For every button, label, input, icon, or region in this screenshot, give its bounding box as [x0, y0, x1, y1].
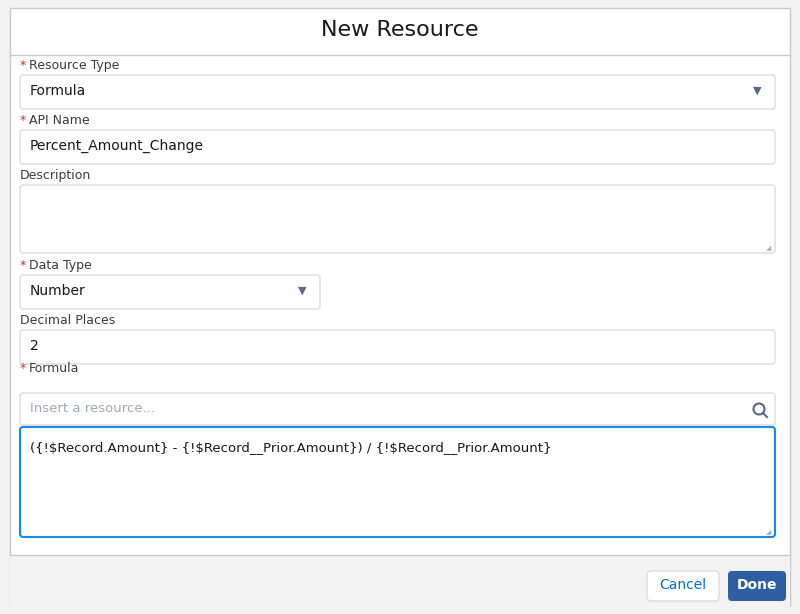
- FancyBboxPatch shape: [20, 330, 775, 364]
- FancyBboxPatch shape: [647, 571, 719, 601]
- FancyBboxPatch shape: [20, 275, 320, 309]
- Text: ({!$Record.Amount} - {!$Record__Prior.Amount}) / {!$Record__Prior.Amount}: ({!$Record.Amount} - {!$Record__Prior.Am…: [30, 441, 551, 454]
- Bar: [10, 555, 790, 614]
- Text: Done: Done: [737, 578, 778, 592]
- Text: API Name: API Name: [29, 114, 90, 127]
- Text: Insert a resource...: Insert a resource...: [30, 402, 155, 414]
- Text: Formula: Formula: [30, 84, 86, 98]
- Text: Number: Number: [30, 284, 86, 298]
- Text: Data Type: Data Type: [29, 259, 92, 272]
- Text: ◢: ◢: [766, 529, 771, 535]
- Text: Percent_Amount_Change: Percent_Amount_Change: [30, 139, 204, 153]
- Text: Decimal Places: Decimal Places: [20, 314, 115, 327]
- Text: *: *: [20, 59, 26, 72]
- Text: 2: 2: [30, 339, 38, 353]
- Text: Resource Type: Resource Type: [29, 59, 119, 72]
- FancyBboxPatch shape: [20, 75, 775, 109]
- Text: Formula: Formula: [29, 362, 79, 375]
- Text: New Resource: New Resource: [322, 20, 478, 40]
- Text: ▼: ▼: [753, 86, 762, 96]
- FancyBboxPatch shape: [20, 427, 775, 537]
- Text: ◢: ◢: [766, 245, 771, 251]
- Text: Cancel: Cancel: [659, 578, 706, 592]
- Text: *: *: [20, 362, 26, 375]
- FancyBboxPatch shape: [728, 571, 786, 601]
- Text: *: *: [20, 259, 26, 272]
- Text: ▼: ▼: [298, 286, 306, 296]
- FancyBboxPatch shape: [20, 393, 775, 425]
- Text: Description: Description: [20, 169, 91, 182]
- Text: *: *: [20, 114, 26, 127]
- FancyBboxPatch shape: [20, 130, 775, 164]
- FancyBboxPatch shape: [20, 185, 775, 253]
